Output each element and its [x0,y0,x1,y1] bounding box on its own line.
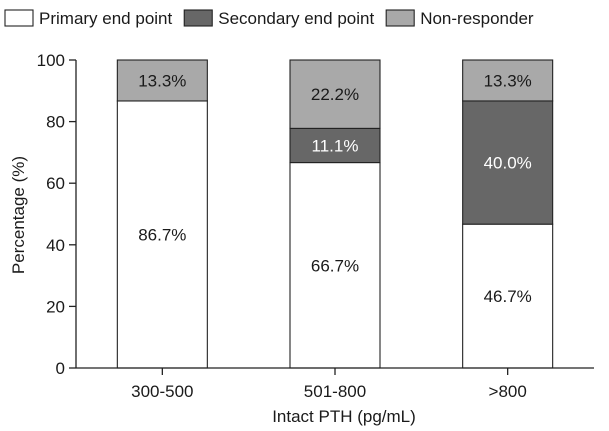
x-tick-label: 501-800 [304,382,366,401]
data-label: 13.3% [138,71,186,90]
legend-label: Primary end point [39,9,173,28]
bars: 86.7% 13.3% 66.7% 11.1% 22.2% 46.7% 40.0% 13.3% [116,59,554,369]
data-label: 86.7% [138,225,186,244]
data-label: 66.7% [311,256,359,275]
data-label: 40.0% [484,154,532,173]
data-label: 11.1% [312,136,359,155]
y-axis: 0 20 40 60 80 100 [37,51,77,378]
x-tick-label: 300-500 [131,382,193,401]
bar-segment [289,162,381,369]
y-tick-label: 40 [46,236,65,255]
y-axis-title: Percentage (%) [9,156,28,274]
bar-segment [462,100,554,225]
legend-swatch [4,9,34,27]
y-tick-label: 100 [37,51,65,70]
y-tick-label: 80 [46,113,65,132]
x-axis: 300-500 501-800 >800 [76,367,594,401]
bar-segment [462,59,554,102]
legend: Primary end point Secondary end point Non-… [4,9,534,28]
legend-label: Secondary end point [218,9,374,28]
bar-segment [116,59,208,102]
bar-segment [289,127,381,164]
legend-swatch [385,9,415,27]
data-label: 22.2% [311,85,359,104]
data-label: 46.7% [484,287,532,306]
y-tick-label: 0 [56,359,65,378]
x-axis-title: Intact PTH (pg/mL) [272,407,416,426]
y-tick-label: 20 [46,297,65,316]
legend-label: Non-responder [420,9,534,28]
bar-segment [289,59,381,129]
legend-swatch [183,9,213,27]
x-tick-label: >800 [489,382,527,401]
data-label: 13.3% [484,71,532,90]
y-tick-label: 60 [46,174,65,193]
bar-segment [462,223,554,369]
